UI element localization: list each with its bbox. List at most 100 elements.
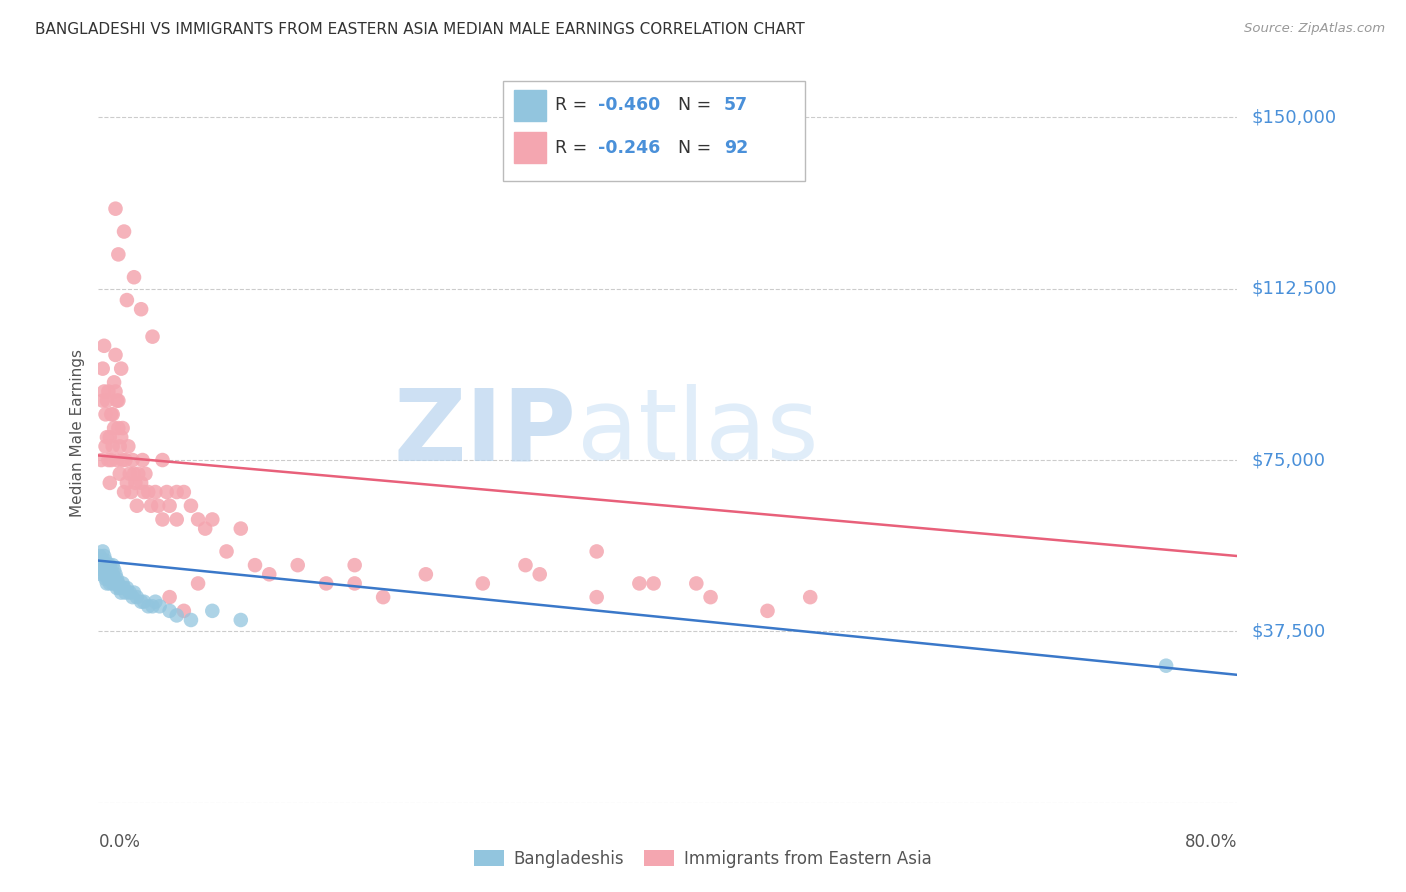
Point — [131, 453, 153, 467]
Point — [91, 393, 114, 408]
Point — [97, 384, 120, 399]
Text: 92: 92 — [724, 138, 748, 157]
Point — [94, 572, 117, 586]
Point — [229, 613, 252, 627]
Point — [93, 339, 115, 353]
Point — [173, 485, 195, 500]
Point — [107, 247, 129, 261]
Point — [120, 485, 142, 500]
Point — [111, 576, 134, 591]
Point — [756, 604, 779, 618]
Point — [104, 576, 127, 591]
Point — [107, 576, 129, 591]
Point — [104, 348, 127, 362]
Text: ZIP: ZIP — [394, 384, 576, 481]
Point — [187, 512, 209, 526]
Point — [259, 567, 281, 582]
Point — [180, 613, 202, 627]
Point — [118, 585, 141, 599]
Point — [166, 608, 188, 623]
Point — [134, 467, 156, 481]
Point — [112, 485, 135, 500]
Text: BANGLADESHI VS IMMIGRANTS FROM EASTERN ASIA MEDIAN MALE EARNINGS CORRELATION CHA: BANGLADESHI VS IMMIGRANTS FROM EASTERN A… — [35, 22, 804, 37]
Point — [166, 485, 188, 500]
Point — [100, 572, 122, 586]
Point — [108, 581, 131, 595]
Point — [129, 302, 152, 317]
Text: atlas: atlas — [576, 384, 818, 481]
Point — [139, 499, 162, 513]
Point — [96, 567, 118, 582]
Text: $112,500: $112,500 — [1251, 280, 1337, 298]
Point — [91, 563, 114, 577]
Point — [148, 499, 170, 513]
Point — [90, 553, 112, 567]
Point — [122, 467, 145, 481]
Text: N =: N = — [678, 96, 717, 114]
Point — [129, 595, 152, 609]
Point — [515, 558, 537, 573]
Point — [89, 558, 111, 573]
Point — [201, 512, 224, 526]
Point — [156, 485, 179, 500]
Point — [94, 553, 117, 567]
Point — [115, 581, 138, 595]
Point — [98, 567, 121, 582]
Point — [799, 590, 821, 604]
Text: 0.0%: 0.0% — [98, 833, 141, 851]
Point — [122, 585, 145, 599]
Point — [585, 544, 607, 558]
Point — [145, 595, 167, 609]
Point — [101, 439, 124, 453]
Point — [243, 558, 266, 573]
Point — [97, 572, 120, 586]
Point — [108, 439, 131, 453]
Text: -0.460: -0.460 — [599, 96, 661, 114]
Point — [104, 384, 127, 399]
Point — [101, 558, 124, 573]
Point — [105, 581, 128, 595]
Point — [98, 475, 121, 490]
Bar — [515, 132, 546, 163]
Point — [89, 549, 111, 563]
Text: $37,500: $37,500 — [1251, 623, 1326, 640]
Text: R =: R = — [555, 138, 593, 157]
Point — [103, 572, 125, 586]
Point — [98, 430, 121, 444]
Point — [110, 361, 132, 376]
Point — [132, 595, 155, 609]
Point — [94, 439, 117, 453]
Point — [152, 512, 174, 526]
Y-axis label: Median Male Earnings: Median Male Earnings — [70, 349, 86, 516]
Point — [107, 393, 129, 408]
Point — [122, 270, 145, 285]
Point — [100, 567, 122, 582]
Point — [136, 485, 159, 500]
Point — [121, 453, 143, 467]
Point — [105, 393, 128, 408]
Point — [187, 576, 209, 591]
Point — [215, 544, 238, 558]
Point — [105, 572, 128, 586]
Point — [101, 567, 124, 582]
Point — [166, 512, 188, 526]
Point — [136, 599, 159, 614]
Point — [96, 430, 118, 444]
Point — [685, 576, 707, 591]
Text: $75,000: $75,000 — [1251, 451, 1326, 469]
Legend: Bangladeshis, Immigrants from Eastern Asia: Bangladeshis, Immigrants from Eastern As… — [467, 844, 939, 875]
Text: 57: 57 — [724, 96, 748, 114]
Point — [93, 558, 115, 573]
Point — [110, 585, 132, 599]
Point — [415, 567, 437, 582]
Point — [91, 544, 114, 558]
Point — [585, 590, 607, 604]
Point — [343, 576, 366, 591]
Point — [125, 499, 148, 513]
Point — [159, 499, 181, 513]
Point — [107, 421, 129, 435]
Point — [114, 453, 136, 467]
Point — [100, 453, 122, 467]
Point — [373, 590, 395, 604]
Point — [118, 467, 141, 481]
